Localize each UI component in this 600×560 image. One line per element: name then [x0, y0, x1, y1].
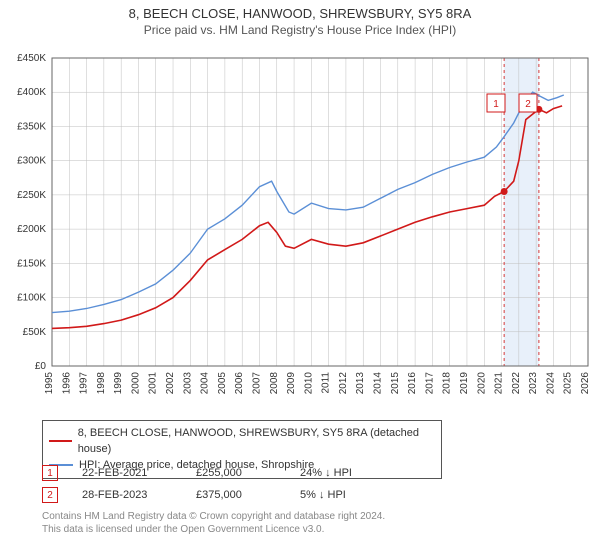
- svg-text:1998: 1998: [96, 372, 107, 395]
- svg-text:£400K: £400K: [17, 87, 46, 98]
- legend-row-subject: 8, BEECH CLOSE, HANWOOD, SHREWSBURY, SY5…: [49, 425, 435, 457]
- svg-text:2009: 2009: [286, 372, 297, 395]
- legend-label-subject: 8, BEECH CLOSE, HANWOOD, SHREWSBURY, SY5…: [78, 425, 435, 457]
- svg-text:2: 2: [525, 99, 531, 110]
- svg-text:2001: 2001: [148, 372, 159, 395]
- marker-row-1: 1 22-FEB-2021 £255,000 24% ↓ HPI: [42, 462, 562, 484]
- svg-text:£150K: £150K: [17, 258, 46, 269]
- svg-text:1: 1: [493, 99, 499, 110]
- svg-text:2014: 2014: [373, 372, 384, 395]
- svg-text:2021: 2021: [494, 372, 505, 395]
- svg-text:2023: 2023: [528, 372, 539, 395]
- svg-text:£50K: £50K: [23, 327, 47, 338]
- svg-text:2004: 2004: [200, 372, 211, 395]
- marker-price-1: £255,000: [196, 467, 276, 479]
- marker-badge-2: 2: [42, 487, 58, 503]
- svg-text:2010: 2010: [303, 372, 314, 395]
- svg-text:2015: 2015: [390, 372, 401, 395]
- svg-text:2020: 2020: [476, 372, 487, 395]
- marker-pct-2: 5% ↓ HPI: [300, 489, 390, 501]
- svg-text:2013: 2013: [355, 372, 366, 395]
- svg-text:2017: 2017: [424, 372, 435, 395]
- svg-text:£0: £0: [35, 361, 47, 372]
- chart-svg: £0 £50K £100K £150K £200K £250K £300K £350K £400…: [0, 46, 600, 416]
- svg-text:2006: 2006: [234, 372, 245, 395]
- svg-text:2026: 2026: [580, 372, 591, 395]
- footer-line1: Contains HM Land Registry data © Crown c…: [42, 510, 385, 523]
- svg-text:2003: 2003: [182, 372, 193, 395]
- svg-text:2000: 2000: [130, 372, 141, 395]
- svg-text:2005: 2005: [217, 372, 228, 395]
- svg-text:2002: 2002: [165, 372, 176, 395]
- footer-line2: This data is licensed under the Open Gov…: [42, 523, 385, 536]
- legend-swatch-subject: [49, 440, 72, 442]
- page-subtitle: Price paid vs. HM Land Registry's House …: [0, 21, 600, 37]
- svg-text:2019: 2019: [459, 372, 470, 395]
- svg-text:1996: 1996: [61, 372, 72, 395]
- page-title: 8, BEECH CLOSE, HANWOOD, SHREWSBURY, SY5…: [0, 0, 600, 21]
- svg-text:£200K: £200K: [17, 224, 46, 235]
- svg-text:1997: 1997: [79, 372, 90, 395]
- svg-text:2018: 2018: [442, 372, 453, 395]
- svg-text:2022: 2022: [511, 372, 522, 395]
- footer: Contains HM Land Registry data © Crown c…: [42, 510, 385, 536]
- marker-badge-1: 1: [42, 465, 58, 481]
- price-chart: £0 £50K £100K £150K £200K £250K £300K £350K £400…: [0, 46, 600, 416]
- marker-row-2: 2 28-FEB-2023 £375,000 5% ↓ HPI: [42, 484, 562, 506]
- marker-pct-1: 24% ↓ HPI: [300, 467, 390, 479]
- svg-text:2011: 2011: [321, 372, 332, 394]
- svg-text:2025: 2025: [563, 372, 574, 395]
- svg-text:£300K: £300K: [17, 156, 46, 167]
- svg-text:2016: 2016: [407, 372, 418, 395]
- svg-text:1995: 1995: [44, 372, 55, 395]
- svg-text:£450K: £450K: [17, 53, 46, 64]
- marker-date-2: 28-FEB-2023: [82, 489, 172, 501]
- marker-date-1: 22-FEB-2021: [82, 467, 172, 479]
- svg-text:£350K: £350K: [17, 121, 46, 132]
- svg-text:2008: 2008: [269, 372, 280, 395]
- svg-text:£250K: £250K: [17, 190, 46, 201]
- marker-table: 1 22-FEB-2021 £255,000 24% ↓ HPI 2 28-FE…: [42, 462, 562, 506]
- svg-text:1999: 1999: [113, 372, 124, 395]
- svg-text:2024: 2024: [545, 372, 556, 395]
- svg-text:2012: 2012: [338, 372, 349, 395]
- svg-text:£100K: £100K: [17, 293, 46, 304]
- marker-price-2: £375,000: [196, 489, 276, 501]
- svg-text:2007: 2007: [251, 372, 262, 395]
